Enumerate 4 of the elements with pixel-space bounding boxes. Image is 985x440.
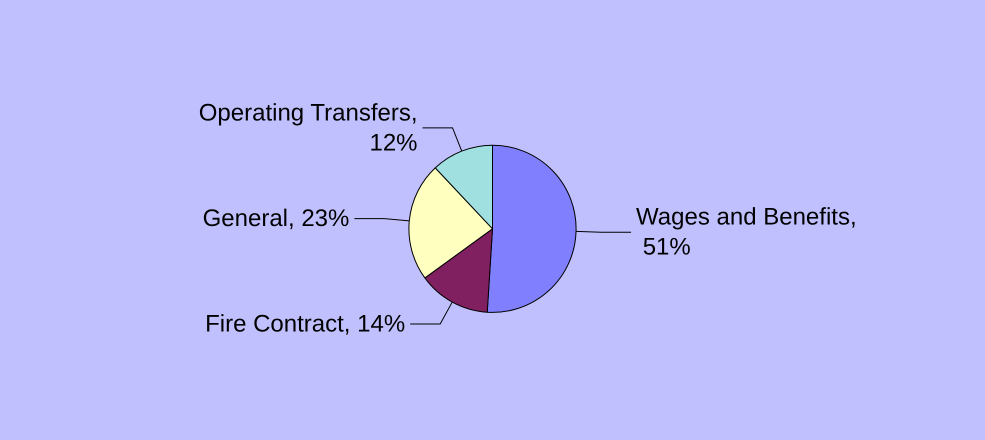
slice-label: Operating Transfers, 12% [198,99,418,156]
slice-label: Fire Contract, 14% [205,310,406,338]
slice-label: Wages and Benefits, 51% [636,204,857,261]
slice-label: General, 23% [202,205,350,232]
